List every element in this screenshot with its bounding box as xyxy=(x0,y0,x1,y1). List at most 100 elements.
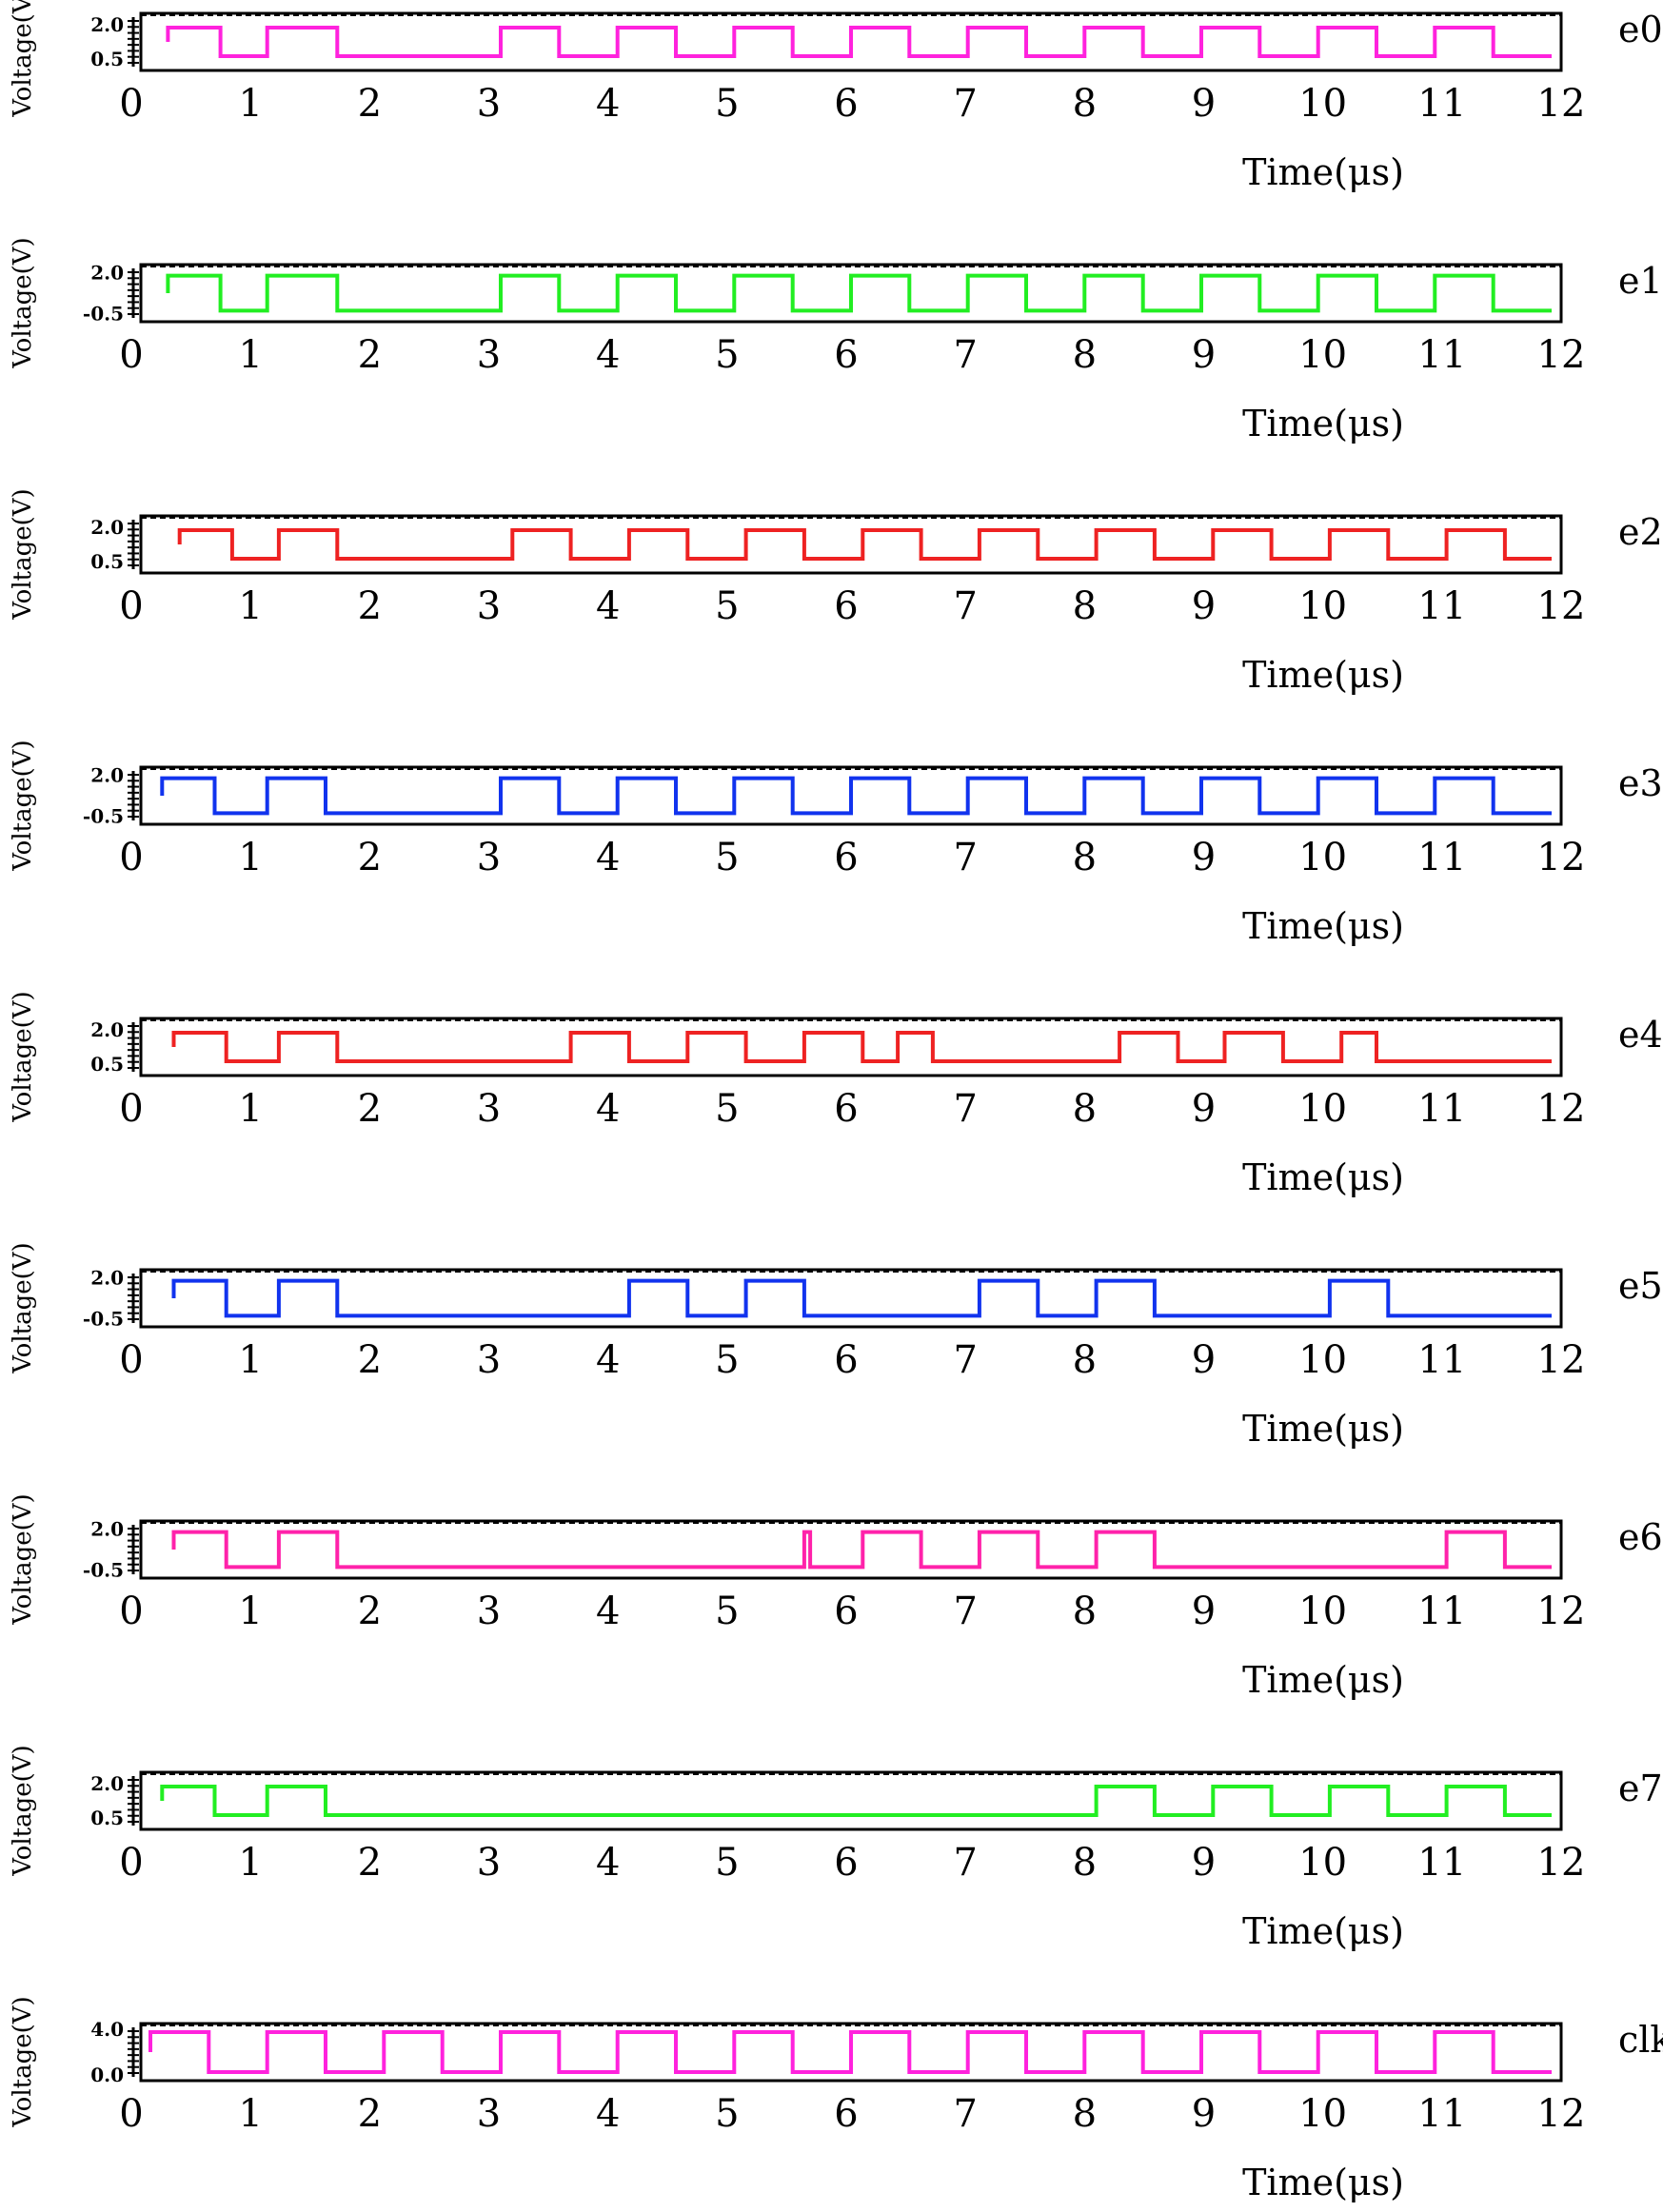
x-tick-label: 12 xyxy=(1537,82,1586,126)
y-axis-title: Voltage(V) xyxy=(9,991,37,1122)
y-tick-label: -0.5 xyxy=(83,1307,124,1330)
y-tick-label: 0.5 xyxy=(90,48,124,70)
x-tick-label: 4 xyxy=(596,1338,620,1382)
x-tick-label: 6 xyxy=(834,1590,858,1633)
x-tick-label: 5 xyxy=(715,2092,739,2136)
x-axis-title: Time(μs) xyxy=(1242,403,1404,444)
x-tick-label: 10 xyxy=(1298,584,1347,628)
y-tick-label: 2.0 xyxy=(90,1772,124,1795)
series-name: e6 xyxy=(1618,1516,1663,1558)
y-tick-label: 0.5 xyxy=(90,550,124,573)
x-tick-label: 1 xyxy=(238,333,262,377)
y-axis-title: Voltage(V) xyxy=(9,488,37,620)
x-tick-label: 8 xyxy=(1073,836,1097,879)
x-tick-label: 2 xyxy=(358,82,382,126)
plot-frame xyxy=(139,514,1563,575)
y-axis-title: Voltage(V) xyxy=(9,1493,37,1625)
plot-frame xyxy=(139,1017,1563,1077)
series-name: e5 xyxy=(1618,1265,1663,1307)
x-tick-label: 9 xyxy=(1192,2092,1216,2136)
x-tick-label: 4 xyxy=(596,1841,620,1885)
x-tick-label: 5 xyxy=(715,1087,739,1131)
y-tick-label: 0.5 xyxy=(90,1053,124,1076)
x-tick-label: 12 xyxy=(1537,584,1586,628)
x-tick-label: 10 xyxy=(1298,82,1347,126)
x-tick-label: 1 xyxy=(238,1087,262,1131)
x-tick-label: 6 xyxy=(834,82,858,126)
x-tick-label: 0 xyxy=(119,584,143,628)
x-tick-label: 12 xyxy=(1537,1590,1586,1633)
x-tick-label: 1 xyxy=(238,1841,262,1885)
x-tick-label: 12 xyxy=(1537,1338,1586,1382)
series-name: clk xyxy=(1618,2019,1663,2061)
x-tick-label: 10 xyxy=(1298,1590,1347,1633)
x-tick-label: 10 xyxy=(1298,333,1347,377)
x-tick-label: 8 xyxy=(1073,584,1097,628)
x-tick-label: 3 xyxy=(477,836,501,879)
x-tick-label: 6 xyxy=(834,584,858,628)
x-tick-label: 3 xyxy=(477,333,501,377)
y-ruler xyxy=(128,520,139,569)
x-tick-label: 1 xyxy=(238,584,262,628)
x-tick-label: 3 xyxy=(477,1087,501,1131)
x-tick-label: 1 xyxy=(238,2092,262,2136)
x-tick-label: 10 xyxy=(1298,836,1347,879)
x-tick-label: 6 xyxy=(834,1841,858,1885)
x-tick-label: 7 xyxy=(953,584,977,628)
waveform-e0 xyxy=(166,26,1552,58)
x-tick-label: 4 xyxy=(596,2092,620,2136)
x-axis-title: Time(μs) xyxy=(1242,905,1404,947)
y-ruler xyxy=(128,2027,139,2077)
x-tick-label: 7 xyxy=(953,333,977,377)
plot-frame xyxy=(139,765,1563,826)
x-tick-label: 8 xyxy=(1073,1841,1097,1885)
waveform-e4 xyxy=(171,1031,1552,1063)
x-tick-label: 0 xyxy=(119,1087,143,1131)
x-tick-label: 0 xyxy=(119,836,143,879)
x-tick-label: 7 xyxy=(953,2092,977,2136)
x-tick-label: 9 xyxy=(1192,836,1216,879)
x-tick-label: 9 xyxy=(1192,1841,1216,1885)
plot-frame xyxy=(139,1268,1563,1329)
x-tick-label: 9 xyxy=(1192,82,1216,126)
x-tick-label: 5 xyxy=(715,1590,739,1633)
x-tick-label: 8 xyxy=(1073,333,1097,377)
y-axis-title: Voltage(V) xyxy=(9,1745,37,1876)
x-tick-label: 9 xyxy=(1192,1087,1216,1131)
y-tick-label: 4.0 xyxy=(90,2018,124,2041)
y-tick-label: 2.0 xyxy=(90,516,124,539)
x-tick-label: 5 xyxy=(715,584,739,628)
y-tick-label: -0.5 xyxy=(83,1558,124,1581)
x-tick-label: 4 xyxy=(596,1087,620,1131)
y-axis-title: Voltage(V) xyxy=(9,1242,37,1373)
series-name: e4 xyxy=(1618,1014,1663,1056)
x-tick-label: 1 xyxy=(238,1590,262,1633)
y-tick-label: 2.0 xyxy=(90,1267,124,1290)
x-tick-label: 10 xyxy=(1298,1338,1347,1382)
waveform-e6 xyxy=(171,1530,1552,1570)
x-tick-label: 9 xyxy=(1192,1338,1216,1382)
x-tick-label: 2 xyxy=(358,1590,382,1633)
x-tick-label: 0 xyxy=(119,82,143,126)
x-tick-label: 1 xyxy=(238,1338,262,1382)
x-tick-label: 11 xyxy=(1417,584,1466,628)
waveform-e3 xyxy=(160,776,1552,816)
x-tick-label: 1 xyxy=(238,82,262,126)
y-ruler xyxy=(128,1525,139,1574)
series-name: e1 xyxy=(1618,260,1663,302)
y-ruler xyxy=(128,1274,139,1323)
x-tick-label: 9 xyxy=(1192,584,1216,628)
x-tick-label: 7 xyxy=(953,82,977,126)
y-tick-label: 0.5 xyxy=(90,1807,124,1829)
x-tick-label: 6 xyxy=(834,2092,858,2136)
waveform-e5 xyxy=(171,1278,1552,1318)
x-tick-label: 10 xyxy=(1298,1087,1347,1131)
x-tick-label: 3 xyxy=(477,2092,501,2136)
